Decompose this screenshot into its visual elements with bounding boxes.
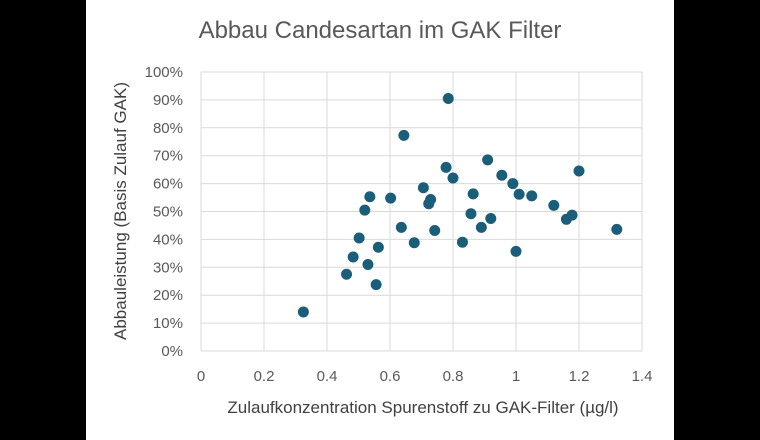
- data-point: [362, 259, 374, 271]
- y-tick-label: 50%: [153, 204, 183, 221]
- x-tick-label: 0.2: [254, 368, 275, 385]
- data-point: [475, 221, 487, 233]
- x-tick-labels: 0 0.2 0.4 0.6 0.8 1 1.2 1.4: [197, 368, 653, 385]
- y-tick-label: 0%: [161, 343, 183, 360]
- data-point: [408, 237, 420, 249]
- y-axis-label: Abbauleistung (Basis Zulauf GAK): [111, 82, 130, 340]
- x-tick-label: 1.4: [632, 368, 653, 385]
- data-points: [297, 93, 623, 318]
- data-point: [467, 188, 479, 200]
- y-tick-label: 90%: [153, 92, 183, 109]
- chart-canvas: Abbau Candesartan im GAK Filter 0% 10% 20%…: [86, 0, 674, 440]
- data-point: [456, 236, 468, 248]
- data-point: [548, 199, 560, 211]
- data-point: [611, 223, 623, 235]
- grid-lines: [200, 71, 643, 352]
- y-tick-label: 40%: [153, 231, 183, 248]
- data-point: [507, 178, 519, 190]
- chart-title: Abbau Candesartan im GAK Filter: [199, 17, 562, 44]
- x-tick-label: 1.2: [569, 368, 590, 385]
- data-point: [566, 209, 578, 221]
- data-point: [429, 224, 441, 236]
- data-point: [465, 208, 477, 220]
- x-tick-label: 0.6: [380, 368, 401, 385]
- data-point: [353, 232, 365, 244]
- data-point: [372, 241, 384, 253]
- data-point: [513, 188, 525, 200]
- data-point: [485, 212, 497, 224]
- x-tick-label: 0.8: [443, 368, 464, 385]
- data-point: [526, 190, 538, 202]
- data-point: [417, 182, 429, 194]
- data-point: [341, 268, 353, 280]
- data-point: [297, 306, 309, 318]
- x-axis-label: Zulaufkonzentration Spurenstoff zu GAK-F…: [227, 398, 618, 417]
- y-tick-label: 80%: [153, 120, 183, 137]
- data-point: [510, 245, 522, 257]
- data-point: [425, 194, 437, 206]
- data-point: [447, 172, 459, 184]
- data-point: [496, 169, 508, 181]
- x-tick-label: 0.4: [317, 368, 338, 385]
- data-point: [370, 279, 382, 291]
- data-point: [573, 165, 585, 177]
- y-tick-label: 20%: [153, 287, 183, 304]
- x-tick-label: 0: [197, 368, 205, 385]
- y-tick-label: 70%: [153, 148, 183, 165]
- y-tick-label: 60%: [153, 176, 183, 193]
- y-tick-label: 100%: [145, 64, 183, 81]
- data-point: [482, 154, 494, 166]
- data-point: [347, 251, 359, 263]
- data-point: [359, 204, 371, 216]
- scatter-chart: Abbau Candesartan im GAK Filter 0% 10% 20%…: [111, 17, 653, 417]
- data-point: [440, 161, 452, 173]
- data-point: [385, 192, 397, 204]
- data-point: [442, 93, 454, 105]
- x-tick-label: 1: [512, 368, 520, 385]
- data-point: [364, 191, 376, 203]
- y-tick-label: 30%: [153, 259, 183, 276]
- data-point: [395, 221, 407, 233]
- data-point: [398, 129, 410, 141]
- y-tick-label: 10%: [153, 315, 183, 332]
- y-tick-labels: 0% 10% 20% 30% 40% 50% 60% 70% 80% 90% 100%: [145, 64, 183, 360]
